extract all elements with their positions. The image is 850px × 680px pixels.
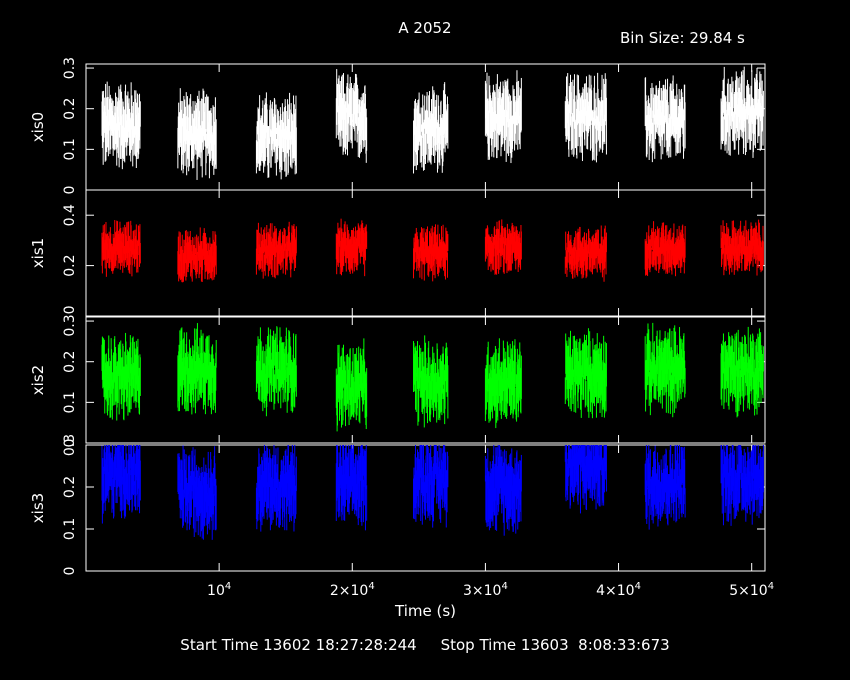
xtick-label: 104 bbox=[207, 581, 231, 599]
ytick-label-xis1: 0.4 bbox=[62, 204, 78, 226]
ylabel-xis2: xis2 bbox=[29, 365, 47, 395]
ytick-label-xis0: 0.3 bbox=[62, 57, 78, 79]
ytick-label-xis3: 0.2 bbox=[62, 476, 78, 498]
xtick-label: 5×104 bbox=[729, 581, 774, 599]
ylabel-xis0: xis0 bbox=[29, 112, 47, 142]
ytick-label-xis2: 0 bbox=[62, 439, 78, 448]
ylabel-xis3: xis3 bbox=[29, 493, 47, 523]
panel-frame-xis2 bbox=[85, 316, 766, 444]
ytick-label-xis1: 0.2 bbox=[62, 254, 78, 276]
ytick-label-xis3: 0.3 bbox=[62, 434, 78, 456]
ytick-label-xis0: 0.2 bbox=[62, 98, 78, 120]
chart-title: A 2052 bbox=[398, 19, 452, 37]
ytick-label-xis2: 0.2 bbox=[62, 351, 78, 373]
bin-size-label: Bin Size: 29.84 s bbox=[620, 29, 745, 47]
stop-time: Stop Time 13603 8:08:33:673 bbox=[440, 636, 670, 654]
ytick-label-xis0: 0 bbox=[62, 186, 78, 195]
time-footer: Start Time 13602 18:27:28:244 Stop Time … bbox=[0, 636, 850, 654]
ytick-label-xis2: 0.30 bbox=[62, 305, 78, 336]
panel-frame-xis3 bbox=[85, 444, 766, 572]
ytick-label-xis3: 0.1 bbox=[62, 518, 78, 540]
xtick-label: 2×104 bbox=[330, 581, 375, 599]
panel-frame-xis1 bbox=[85, 189, 766, 317]
x-axis-label: Time (s) bbox=[394, 602, 456, 620]
ytick-label-xis0: 0.1 bbox=[62, 138, 78, 160]
ylabel-xis1: xis1 bbox=[29, 238, 47, 268]
xtick-label: 4×104 bbox=[596, 581, 641, 599]
ytick-label-xis3: 0 bbox=[62, 567, 78, 576]
start-time: Start Time 13602 18:27:28:244 bbox=[180, 636, 417, 654]
xtick-label: 3×104 bbox=[463, 581, 508, 599]
ytick-label-xis2: 0.1 bbox=[62, 391, 78, 413]
